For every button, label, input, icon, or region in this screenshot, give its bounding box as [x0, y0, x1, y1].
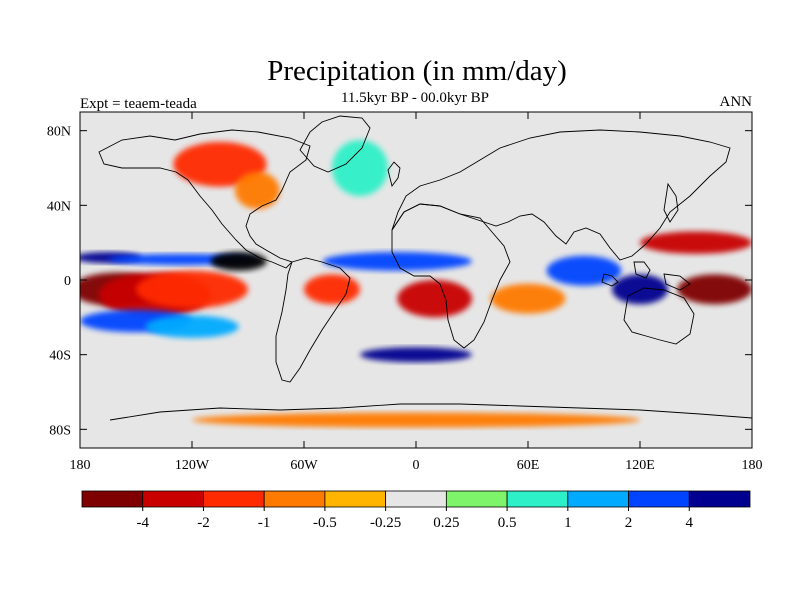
- latitude-ticks: 80N 40N 0 40S 80S: [47, 125, 752, 438]
- anomaly-region-21: [192, 412, 640, 428]
- colorbar-label: -0.25: [370, 515, 401, 531]
- lon-tick-label: 180: [742, 458, 763, 473]
- lat-tick-label: 80N: [47, 125, 71, 140]
- anomaly-region-17: [546, 255, 622, 286]
- lat-tick-label: 0: [64, 274, 71, 289]
- colorbar-label: 1: [564, 515, 572, 531]
- colorbar-label: -4: [136, 515, 149, 531]
- lon-tick-label: 60E: [517, 458, 540, 473]
- colorbar-swatch-1: [81, 490, 144, 508]
- colorbar-swatch-3: [203, 490, 265, 508]
- anomaly-region-16: [360, 347, 472, 363]
- colorbar: -4 -2 -1 -0.5 -0.25 0.25 0.5 1 2 4: [81, 490, 751, 531]
- figure-subtitle: 11.5kyr BP - 00.0kyr BP: [341, 90, 489, 106]
- colorbar-swatch-6: [385, 490, 447, 508]
- lon-tick-label: 60W: [290, 458, 318, 473]
- colorbar-label: 0.5: [498, 515, 517, 531]
- anomaly-region-3: [136, 270, 248, 309]
- colorbar-swatch-8: [506, 490, 569, 508]
- anomaly-region-15: [490, 283, 566, 314]
- anomaly-region-10: [234, 171, 280, 210]
- colorbar-swatch-9: [567, 490, 629, 508]
- colorbar-swatch-11: [688, 490, 751, 508]
- colorbar-swatch-7: [445, 490, 508, 508]
- longitude-ticks: 180 120W 60W 0 60E 120E 180: [70, 112, 763, 473]
- colorbar-label: -0.5: [313, 515, 337, 531]
- colorbar-label: 0.25: [433, 515, 459, 531]
- anomaly-region-6: [210, 252, 267, 271]
- anomaly-region-14: [304, 274, 360, 305]
- lat-tick-label: 80S: [49, 423, 71, 438]
- colorbar-label: 4: [686, 515, 694, 531]
- colorbar-swatch-10: [628, 490, 690, 508]
- anomaly-region-19: [677, 274, 752, 305]
- lon-tick-label: 120W: [175, 458, 210, 473]
- lon-tick-label: 120E: [625, 458, 655, 473]
- lat-tick-label: 40S: [49, 349, 71, 364]
- coastlines: [98, 115, 752, 421]
- anomaly-field: [80, 140, 752, 428]
- experiment-label: Expt = teaem-teada: [80, 96, 197, 112]
- lat-tick-label: 40N: [47, 199, 71, 214]
- anomaly-region-13: [397, 280, 472, 318]
- lon-tick-label: 180: [70, 458, 91, 473]
- colorbar-swatch-2: [142, 490, 204, 508]
- colorbar-label: -1: [258, 515, 271, 531]
- anomaly-region-20: [640, 231, 752, 254]
- season-label: ANN: [720, 94, 753, 110]
- world-map: 80N 40N 0 40S 80S 180 120W 60W 0 60E 120E 180: [47, 111, 763, 473]
- colorbar-label: 2: [625, 515, 633, 531]
- anomaly-region-12: [322, 252, 472, 271]
- anomaly-region-11: [332, 140, 388, 196]
- colorbar-swatch-5: [324, 490, 387, 508]
- lon-tick-label: 0: [413, 458, 420, 473]
- anomaly-region-8: [145, 315, 239, 338]
- colorbar-label: -2: [197, 515, 210, 531]
- anomaly-region-18: [612, 274, 668, 305]
- figure-title: Precipitation (in mm/day): [267, 55, 567, 87]
- colorbar-swatch-4: [263, 490, 326, 508]
- anomaly-region-9: [173, 141, 267, 187]
